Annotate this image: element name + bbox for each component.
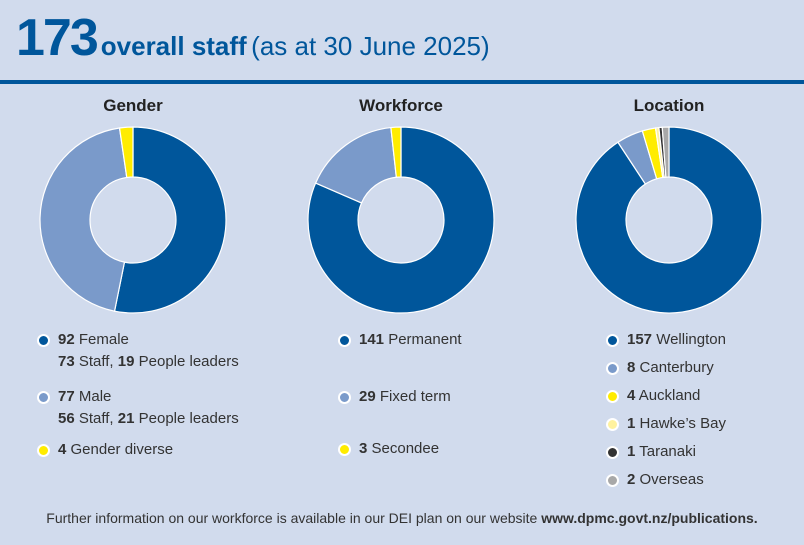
slice-female bbox=[113, 126, 227, 314]
legend-item: 77 Male 56 Staff, 21 People leaders bbox=[37, 388, 239, 427]
legend-detail: 56 Staff, 21 People leaders bbox=[58, 410, 239, 427]
legend-dot bbox=[606, 390, 619, 403]
legend-label: Female bbox=[78, 331, 129, 348]
legend-label: Taranaki bbox=[639, 443, 696, 460]
legend-label: Gender diverse bbox=[70, 441, 174, 458]
legend-dot bbox=[338, 443, 351, 456]
legend-item: 141 Permanent bbox=[338, 331, 462, 348]
legend-item: 92 Female 73 Staff, 19 People leaders bbox=[37, 331, 239, 370]
slice-male bbox=[39, 127, 128, 312]
legend-item: 4 Auckland bbox=[606, 387, 701, 404]
legend-label: Permanent bbox=[388, 331, 462, 348]
legend-detail: 73 Staff, 19 People leaders bbox=[58, 353, 239, 370]
legend-dot bbox=[37, 334, 50, 347]
legend-dot bbox=[606, 362, 619, 375]
legend-dot bbox=[338, 334, 351, 347]
header-divider bbox=[0, 80, 804, 84]
legend-dot bbox=[606, 334, 619, 347]
donut-chart-workforce bbox=[307, 126, 495, 314]
legend-value: 29 bbox=[359, 388, 376, 405]
legend-dot bbox=[606, 446, 619, 459]
legend-item: 2 Overseas bbox=[606, 471, 704, 488]
legend-label: Male bbox=[78, 388, 112, 405]
legend-label: Canterbury bbox=[639, 359, 714, 376]
legend-label: Fixed term bbox=[379, 388, 451, 405]
legend-value: 141 bbox=[359, 331, 385, 348]
legend-value: 157 bbox=[627, 331, 653, 348]
slice-permanent bbox=[307, 126, 495, 314]
slice-wellington bbox=[575, 126, 763, 314]
slice-gender-diverse bbox=[118, 126, 134, 179]
legend-item: 3 Secondee bbox=[338, 440, 440, 457]
chart-title: Location bbox=[633, 96, 705, 115]
legend-dot bbox=[338, 391, 351, 404]
page-header: 173 overall staff (as at 30 June 2025) bbox=[16, 8, 490, 68]
legend-value: 1 bbox=[627, 415, 636, 432]
legend-value: 1 bbox=[627, 443, 636, 460]
legend-label: Overseas bbox=[639, 471, 704, 488]
legend-value: 92 bbox=[58, 331, 75, 348]
legend-label: Secondee bbox=[371, 440, 440, 457]
legend-value: 4 bbox=[627, 387, 636, 404]
footer-text: Further information on our workforce is … bbox=[46, 510, 542, 526]
legend-value: 8 bbox=[627, 359, 636, 376]
footer: Further information on our workforce is … bbox=[0, 510, 804, 526]
legend-value: 3 bbox=[359, 440, 368, 457]
chart-title: Gender bbox=[103, 96, 163, 115]
legend-value: 77 bbox=[58, 388, 75, 405]
legend-item: 1 Taranaki bbox=[606, 443, 696, 460]
header-subtitle: (as at 30 June 2025) bbox=[251, 31, 490, 61]
slice-secondee bbox=[390, 126, 402, 178]
legend-item: 4 Gender diverse bbox=[37, 441, 174, 458]
total-staff: 173 bbox=[16, 9, 99, 67]
legend-dot bbox=[37, 391, 50, 404]
legend-dot bbox=[606, 474, 619, 487]
legend-item: 29 Fixed term bbox=[338, 388, 451, 405]
donut-chart-location bbox=[575, 126, 763, 314]
legend-value: 2 bbox=[627, 471, 636, 488]
header-label: overall staff bbox=[100, 31, 247, 61]
legend-item: 157 Wellington bbox=[606, 331, 726, 348]
legend-dot bbox=[37, 444, 50, 457]
legend-label: Wellington bbox=[656, 331, 726, 348]
legend-value: 4 bbox=[58, 441, 67, 458]
legend-item: 8 Canterbury bbox=[606, 359, 714, 376]
donut-chart-gender bbox=[39, 126, 227, 314]
footer-link[interactable]: www.dpmc.govt.nz/publications. bbox=[541, 510, 758, 526]
legend-label: Auckland bbox=[638, 387, 701, 404]
legend-item: 1 Hawke’s Bay bbox=[606, 415, 726, 432]
slice-overseas bbox=[661, 126, 670, 178]
legend-label: Hawke’s Bay bbox=[639, 415, 726, 432]
legend-dot bbox=[606, 418, 619, 431]
chart-title: Workforce bbox=[359, 96, 443, 115]
